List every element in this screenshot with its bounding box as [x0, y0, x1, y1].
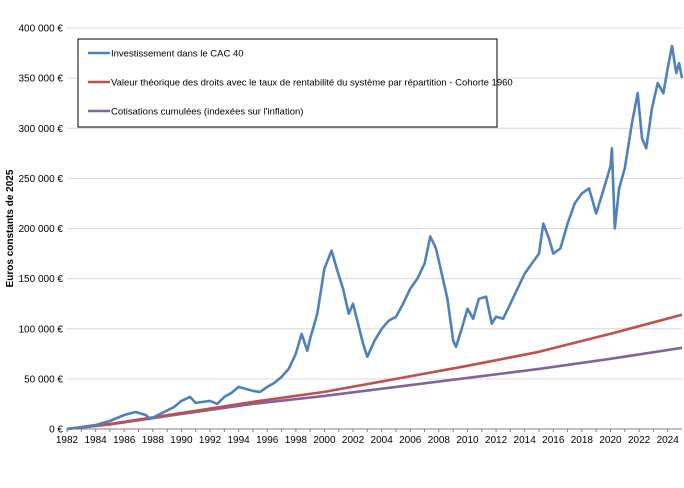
y-tick-label: 150 000 €: [19, 274, 64, 285]
x-tick-label: 1982: [56, 435, 79, 446]
x-tick-label: 1992: [199, 435, 222, 446]
x-tick-label: 2020: [599, 435, 622, 446]
x-tick-label: 2008: [428, 435, 451, 446]
x-tick-label: 2014: [514, 435, 537, 446]
x-tick-label: 2004: [371, 435, 394, 446]
x-tick-label: 2010: [456, 435, 479, 446]
legend-entry: Valeur théorique des droits avec le taux…: [111, 78, 513, 89]
x-tick-label: 1988: [142, 435, 165, 446]
y-tick-label: 50 000 €: [24, 374, 63, 385]
x-axis-ticks: 1982 1984 1986 1988 1990 1992 1994 1996 1998 2000…: [56, 429, 679, 446]
y-tick-label: 200 000 €: [19, 224, 64, 235]
y-tick-label: 350 000 €: [19, 74, 64, 85]
y-tick-label: 300 000 €: [19, 124, 64, 135]
x-tick-label: 2012: [485, 435, 508, 446]
y-tick-label: 400 000 €: [19, 24, 64, 35]
y-tick-label: 100 000 €: [19, 324, 64, 335]
legend-entry: Investissement dans le CAC 40: [111, 49, 244, 60]
y-tick-label: 250 000 €: [19, 174, 64, 185]
x-tick-label: 1984: [84, 435, 107, 446]
legend: Investissement dans le CAC 40 Valeur théo…: [77, 38, 513, 128]
x-tick-label: 2022: [628, 435, 651, 446]
y-axis-label: Euros constants de 2025: [5, 169, 16, 287]
series-line-0: [66, 44, 684, 431]
x-tick-label: 1996: [256, 435, 279, 446]
x-tick-label: 1994: [228, 435, 251, 446]
x-tick-label: 1986: [113, 435, 136, 446]
legend-box: [77, 38, 498, 128]
x-tick-label: 1998: [285, 435, 308, 446]
y-tick-label: 0 €: [49, 425, 63, 436]
legend-entry: Cotisations cumulées (indexées sur l'inf…: [111, 107, 303, 118]
x-tick-label: 2024: [657, 435, 680, 446]
x-tick-label: 2018: [571, 435, 594, 446]
x-tick-label: 1990: [170, 435, 193, 446]
series-lines: [66, 44, 684, 431]
x-tick-label: 2002: [342, 435, 365, 446]
x-tick-label: 2006: [399, 435, 422, 446]
y-axis-ticks: 0 € 50 000 € 100 000 € 150 000 € 200 000 € 25…: [19, 24, 64, 436]
x-tick-label: 2016: [542, 435, 565, 446]
x-tick-label: 2000: [313, 435, 336, 446]
series-line-1: [66, 313, 683, 431]
